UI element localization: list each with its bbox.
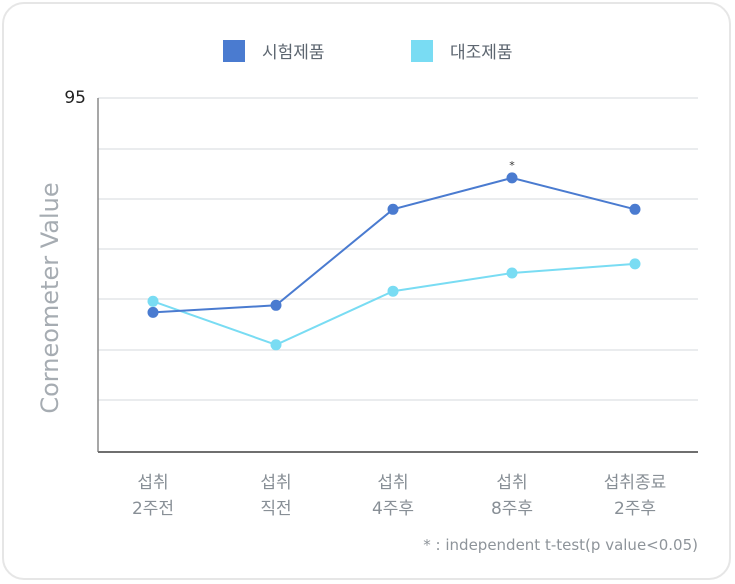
data-point-series-1 xyxy=(506,267,518,279)
series-lines xyxy=(152,176,636,346)
x-tick-label-line: 2주후 xyxy=(614,499,656,519)
significance-marker: * xyxy=(509,159,515,172)
legend: 시험제품 대조제품 xyxy=(223,40,513,63)
axes xyxy=(97,98,698,453)
x-tick-label-line: 섭취종료 xyxy=(604,473,667,493)
data-point-series-0 xyxy=(506,172,518,184)
data-point-series-1 xyxy=(270,339,282,351)
x-tick-label: 섭취 8주후 xyxy=(491,473,533,519)
x-tick-label-line: 섭취 xyxy=(260,473,291,493)
legend-swatch-control-product xyxy=(411,40,433,62)
x-tick-label-line: 섭취 xyxy=(496,473,527,493)
series-line-1 xyxy=(152,262,636,346)
footnote: * : independent t-test(p value<0.05) xyxy=(423,536,698,554)
annotations: * xyxy=(509,159,515,172)
data-point-series-0 xyxy=(387,203,399,215)
legend-label-control-product: 대조제품 xyxy=(450,43,513,63)
gridlines xyxy=(98,97,698,401)
y-tick-label-max: 95 xyxy=(64,88,86,108)
x-tick-label-line: 섭취 xyxy=(137,473,168,493)
y-axis-label: Corneometer Value xyxy=(36,182,64,413)
legend-swatch-test-product xyxy=(223,40,245,62)
x-tick-label-line: 4주후 xyxy=(372,499,414,519)
data-point-series-0 xyxy=(629,203,641,215)
x-tick-label: 섭취 2주전 xyxy=(132,473,174,519)
x-tick-label-line: 섭취 xyxy=(377,473,408,493)
x-tick-label: 섭취종료 2주후 xyxy=(604,473,667,519)
x-tick-label-line: 직전 xyxy=(260,499,291,519)
series-points xyxy=(147,172,641,351)
legend-label-test-product: 시험제품 xyxy=(262,43,325,63)
x-tick-label: 섭취 4주후 xyxy=(372,473,414,519)
x-tick-label-line: 8주후 xyxy=(491,499,533,519)
data-point-series-1 xyxy=(387,285,399,297)
x-tick-label-line: 2주전 xyxy=(132,499,174,519)
data-point-series-0 xyxy=(147,306,159,318)
data-point-series-1 xyxy=(629,258,641,270)
data-point-series-1 xyxy=(147,295,159,307)
data-point-series-0 xyxy=(270,299,282,311)
